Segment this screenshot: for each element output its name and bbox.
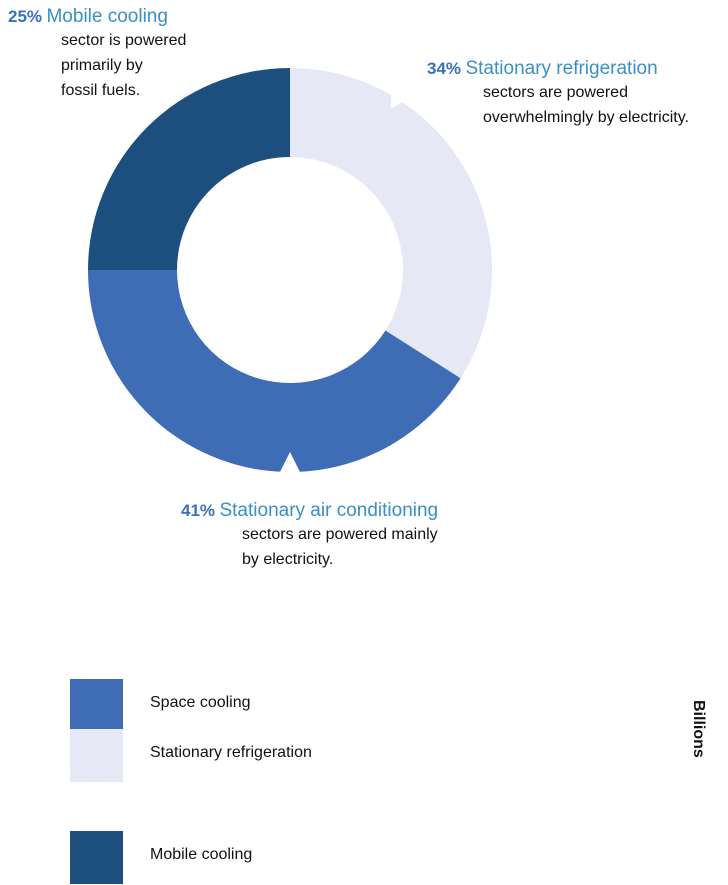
legend-item-space-cooling: Space cooling — [70, 679, 470, 732]
callout-description-line: sectors are powered — [483, 84, 628, 101]
legend-label: Space cooling — [150, 694, 251, 711]
legend-swatch — [70, 679, 123, 732]
callout-title: Stationary air conditioning — [219, 500, 439, 521]
callout-description-line: overwhelmingly by electricity. — [483, 109, 689, 126]
callout-title: Mobile cooling — [46, 6, 168, 27]
donut-rim-notch — [278, 452, 302, 476]
legend-item-stationary-refrigeration: Stationary refrigeration — [70, 729, 470, 782]
callout-title: Stationary refrigeration — [465, 58, 658, 79]
callout-percentage: 25% — [8, 7, 43, 26]
legend-label: Mobile cooling — [150, 846, 253, 863]
legend-item-mobile-cooling: Mobile cooling — [70, 831, 470, 884]
donut-slice-stationary-air-conditioning — [88, 270, 461, 472]
legend-label: Stationary refrigeration — [150, 744, 312, 761]
callout-description-line: fossil fuels. — [61, 82, 141, 99]
legend-swatch — [70, 729, 123, 782]
callout-description-line: by electricity. — [242, 551, 334, 568]
callout-description-line: primarily by — [61, 57, 143, 74]
callout-percentage: 41% — [181, 501, 216, 520]
callout-stationary-air-conditioning: 41% Stationary air conditioning sectors … — [181, 500, 521, 572]
axis-label-fragment: Billions — [690, 700, 707, 758]
callout-description-line: sectors are powered mainly — [242, 526, 438, 543]
legend-swatch — [70, 831, 123, 884]
donut-rim-notch — [390, 90, 407, 109]
callout-percentage: 34% — [427, 59, 462, 78]
donut-slice-stationary-refrigeration — [290, 68, 492, 379]
callout-description-line: sector is powered — [61, 32, 187, 49]
callout-stationary-refrigeration: 34% Stationary refrigeration sectors are… — [427, 58, 727, 130]
donut-slice-mobile-cooling — [88, 68, 290, 270]
callout-mobile-cooling: 25% Mobile cooling sector is powered pri… — [8, 6, 248, 103]
